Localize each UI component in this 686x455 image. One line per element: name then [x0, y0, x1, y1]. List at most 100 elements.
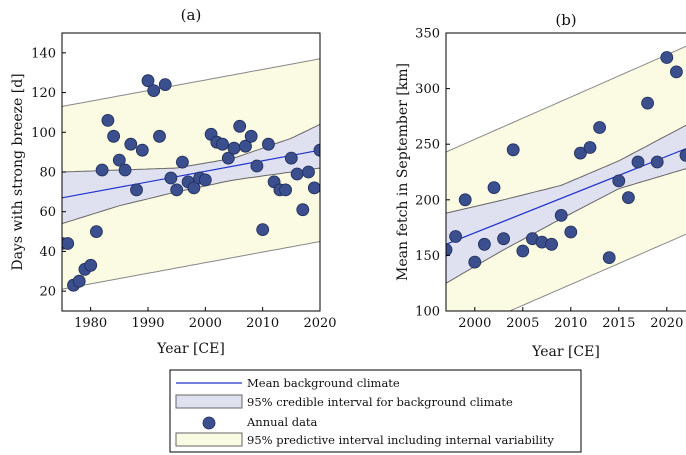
data-point	[290, 167, 304, 181]
data-point	[516, 244, 530, 258]
legend-swatch-annual-data	[202, 416, 216, 430]
y-tick-label: 140	[31, 46, 56, 61]
y-tick-label: 100	[415, 305, 440, 320]
data-point	[198, 173, 212, 187]
data-point	[545, 237, 558, 251]
y-tick-label: 350	[415, 27, 440, 42]
data-point	[250, 159, 264, 173]
data-point	[261, 137, 275, 151]
data-point	[602, 251, 616, 265]
data-point	[175, 155, 189, 169]
data-point	[446, 243, 453, 257]
data-point	[130, 183, 143, 197]
panel-b-title: (b)	[555, 11, 576, 29]
data-point	[153, 129, 166, 143]
data-point	[631, 155, 645, 169]
data-point	[468, 255, 482, 269]
data-point	[487, 181, 501, 195]
mean-line	[446, 148, 686, 245]
predictive-interval-upper-edge	[446, 45, 686, 153]
predictive-interval-lower-edge	[508, 233, 686, 311]
y-tick-label: 40	[39, 245, 56, 260]
data-point	[307, 181, 320, 195]
y-tick-label: 80	[39, 166, 56, 181]
data-point	[670, 65, 683, 79]
legend-swatch-credible	[175, 394, 243, 409]
data-point	[90, 225, 103, 239]
legend-swatch-predictive	[175, 432, 243, 447]
x-tick-label: 2015	[602, 316, 635, 331]
data-point	[147, 84, 161, 97]
legend: Mean background climate 95% credible int…	[169, 369, 582, 453]
data-point	[554, 208, 568, 222]
data-point	[227, 141, 241, 155]
data-point	[187, 181, 201, 195]
x-tick-label: 2020	[650, 316, 683, 331]
x-tick-label: 2010	[554, 316, 587, 331]
data-point	[641, 96, 654, 110]
y-tick-label: 100	[31, 126, 56, 141]
data-point	[62, 237, 75, 250]
x-tick-label: 2000	[458, 316, 491, 331]
legend-label-annual: Annual data	[246, 415, 318, 429]
panel-a-chart: (a) 1980 1990 2000 2010 2020 20 40 60 80 100 120 1…	[10, 6, 337, 357]
data-point	[313, 143, 320, 157]
data-point	[124, 137, 138, 151]
mean-line	[62, 149, 320, 199]
data-point	[564, 225, 578, 239]
y-tick-label: 120	[31, 86, 56, 101]
data-point	[679, 148, 686, 162]
panel-a-ylabel: Days with strong breeze [d]	[10, 73, 26, 270]
data-point	[239, 139, 252, 153]
panel-b-xlabel: Year [CE]	[531, 344, 600, 360]
data-point	[118, 163, 132, 177]
data-point	[593, 121, 606, 134]
y-tick-label: 60	[39, 205, 56, 220]
data-point	[296, 203, 310, 217]
data-point	[449, 230, 463, 243]
x-tick-label: 1990	[131, 316, 164, 331]
panel-a-xlabel: Year [CE]	[156, 341, 225, 357]
data-point	[72, 274, 86, 288]
x-tick-label: 2010	[246, 316, 279, 331]
data-point	[216, 137, 229, 151]
data-point	[141, 74, 155, 88]
legend-label-predictive: 95% predictive interval including intern…	[247, 433, 554, 447]
data-point	[497, 232, 511, 246]
data-point	[107, 129, 120, 143]
data-point	[622, 191, 635, 205]
data-point	[612, 174, 626, 188]
x-tick-label: 2020	[303, 316, 336, 331]
data-point	[506, 143, 520, 157]
data-point	[164, 171, 178, 185]
legend-label-credible: 95% credible interval for background cli…	[247, 395, 513, 409]
data-point	[112, 153, 126, 167]
data-point	[477, 237, 491, 251]
y-tick-label: 250	[415, 138, 440, 153]
data-point	[284, 151, 298, 165]
panel-a-title: (a)	[181, 6, 202, 24]
data-point	[221, 151, 235, 165]
data-point	[650, 155, 664, 169]
y-tick-label: 150	[415, 249, 440, 264]
data-point	[244, 129, 258, 143]
data-point	[256, 223, 270, 237]
data-point	[660, 51, 674, 64]
x-tick-label: 2000	[189, 316, 222, 331]
data-point	[574, 146, 587, 160]
data-point	[233, 119, 247, 133]
panel-b-ylabel: Mean fetch in September [km]	[395, 63, 411, 281]
data-point	[95, 163, 109, 177]
y-tick-label: 20	[39, 285, 56, 300]
data-point	[458, 193, 472, 207]
y-tick-label: 200	[415, 193, 440, 208]
credible-interval-upper-edge	[446, 124, 686, 214]
data-point	[583, 141, 597, 154]
data-point	[170, 183, 184, 197]
data-point	[158, 78, 172, 91]
data-point	[84, 258, 98, 272]
data-point	[101, 114, 115, 127]
legend-label-mean: Mean background climate	[247, 376, 400, 390]
x-tick-label: 2005	[506, 316, 539, 331]
predictive-interval-upper-edge	[62, 58, 320, 107]
